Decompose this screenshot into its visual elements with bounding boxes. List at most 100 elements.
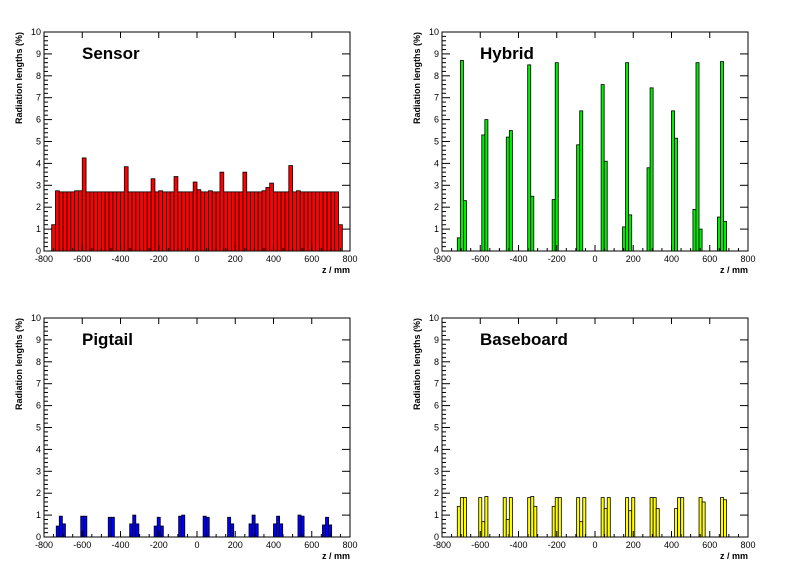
y-axis-title: Radiation lengths (%) [412, 318, 422, 410]
bar-35 [185, 191, 190, 252]
bar-10 [530, 496, 535, 538]
y-tick-label: 2 [36, 488, 41, 498]
bar-4 [481, 521, 486, 538]
bar-16 [625, 62, 630, 252]
x-axis-title: z / mm [720, 265, 748, 275]
bar-4 [484, 119, 489, 252]
y-tick-label: 1 [36, 224, 41, 234]
bar-0 [456, 237, 461, 252]
x-tick-label: 200 [626, 254, 641, 264]
chart-panel-hybrid: -800 -600 -400 -200 0 200 400 600 800 0 1 2 3 4 5 6 7 8 9 1… [412, 27, 756, 275]
bar-9 [551, 199, 556, 252]
bar-15 [108, 191, 114, 252]
x-tick-label: -200 [548, 540, 566, 550]
bar-2 [463, 497, 467, 538]
bar-17 [227, 516, 232, 538]
y-tick-label: 4 [36, 158, 41, 168]
chart-panel-pigtail: -800 -600 -400 -200 0 200 400 600 800 0 1 2 3 4 5 6 7 8 9 1… [14, 313, 358, 561]
bar-18 [230, 523, 235, 538]
bar-52 [250, 191, 255, 252]
bar-71 [322, 191, 328, 252]
bar-26 [150, 178, 156, 252]
bar-23 [276, 515, 281, 538]
bar-57 [269, 182, 274, 252]
bar-42 [211, 191, 217, 252]
bar-19 [603, 508, 608, 538]
y-tick-label: 6 [434, 401, 439, 411]
x-tick-label: 600 [702, 254, 717, 264]
bar-59 [276, 191, 282, 252]
bar-40 [204, 191, 209, 252]
y-tick-label: 6 [36, 115, 41, 125]
x-tick-label: 800 [740, 540, 755, 550]
x-tick-label: 400 [664, 254, 679, 264]
x-axis-title: z / mm [322, 551, 350, 561]
bar-27 [674, 508, 679, 538]
y-tick-label: 10 [429, 27, 439, 37]
y-tick-label: 6 [36, 401, 41, 411]
bar-74 [334, 191, 339, 252]
bar-2 [61, 523, 66, 538]
bar-30 [698, 497, 703, 538]
bar-3 [62, 191, 68, 252]
bar-70 [318, 191, 324, 252]
bar-65 [299, 191, 305, 252]
x-tick-label: -200 [548, 254, 566, 264]
y-tick-label: 3 [36, 466, 41, 476]
panel-title: Pigtail [82, 330, 133, 349]
bar-60 [280, 191, 286, 252]
bar-36 [188, 191, 194, 252]
bar-24 [698, 228, 703, 252]
x-tick-label: -800 [433, 540, 451, 550]
bar-41 [208, 190, 213, 252]
bar-14 [104, 191, 110, 252]
y-tick-label: 7 [434, 379, 439, 389]
bar-31 [169, 191, 175, 252]
bar-28 [158, 190, 163, 252]
plot-frame [441, 317, 749, 538]
bar-49 [238, 191, 244, 252]
bar-2 [58, 191, 64, 252]
y-tick-label: 8 [36, 71, 41, 81]
bar-11 [576, 144, 581, 252]
y-tick-label: 7 [36, 93, 41, 103]
bar-55 [261, 190, 267, 252]
bar-56 [265, 187, 271, 252]
bar-47 [231, 191, 236, 252]
bar-5 [484, 496, 489, 538]
bar-8 [81, 157, 87, 252]
y-tick-label: 2 [434, 488, 439, 498]
bar-63 [292, 191, 297, 252]
bar-25 [717, 216, 721, 252]
bar-11 [533, 505, 538, 538]
bar-20 [606, 497, 611, 538]
bar-19 [123, 166, 129, 252]
y-tick-label: 10 [429, 313, 439, 323]
bar-50 [242, 171, 248, 252]
bar-38 [196, 189, 202, 252]
bar-8 [508, 497, 513, 538]
bar-23 [695, 62, 700, 252]
y-tick-label: 8 [36, 357, 41, 367]
bar-45 [223, 191, 228, 252]
bar-20 [127, 191, 133, 252]
bar-6 [74, 190, 79, 252]
y-tick-label: 1 [36, 510, 41, 520]
panel-title: Sensor [82, 44, 140, 63]
bar-72 [326, 191, 332, 252]
bar-19 [248, 523, 253, 538]
bar-68 [311, 191, 316, 252]
bar-29 [680, 497, 685, 538]
bar-26 [720, 61, 724, 252]
y-tick-label: 3 [434, 180, 439, 190]
x-tick-label: -400 [111, 254, 129, 264]
bar-9 [527, 497, 532, 538]
bar-46 [227, 191, 232, 252]
x-tick-label: 0 [592, 540, 597, 550]
bar-58 [273, 191, 278, 252]
bar-27 [322, 524, 326, 538]
x-tick-label: 400 [664, 540, 679, 550]
bar-34 [181, 191, 186, 252]
y-tick-label: 7 [36, 379, 41, 389]
y-axis-title: Radiation lengths (%) [412, 32, 422, 124]
